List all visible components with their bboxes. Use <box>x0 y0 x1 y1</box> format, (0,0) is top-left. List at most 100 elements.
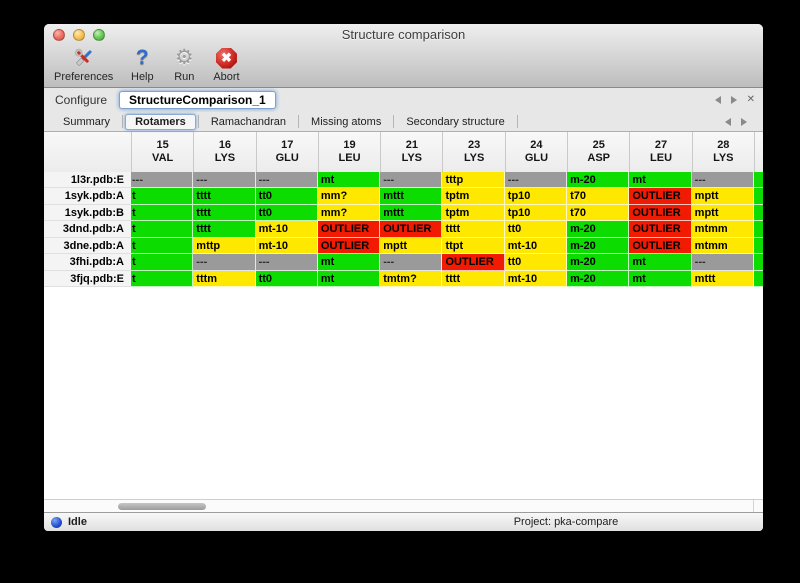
row-label[interactable]: 3dne.pdb:A <box>44 237 131 255</box>
rotamer-cell[interactable]: tt0 <box>255 188 318 205</box>
rotamer-cell[interactable]: --- <box>504 172 568 189</box>
rotamer-cell[interactable]: OUTLIER <box>380 221 443 238</box>
tab-secondary-structure[interactable]: Secondary structure <box>406 115 505 128</box>
tab-rotamers[interactable]: Rotamers <box>125 113 196 130</box>
zoom-window-button[interactable] <box>93 29 105 41</box>
rotamer-cell[interactable]: tp10 <box>504 204 568 222</box>
column-header-16[interactable]: 16 LYS <box>193 132 255 172</box>
rotamer-cell[interactable]: --- <box>255 172 318 189</box>
row-label[interactable]: 3fjq.pdb:E <box>44 270 131 287</box>
close-configuration-icon[interactable]: ✕ <box>746 94 755 105</box>
rotamer-cell[interactable]: tttm <box>193 270 256 287</box>
rotamer-cell[interactable]: tptm <box>442 204 505 222</box>
rotamer-cell[interactable]: --- <box>691 172 754 189</box>
prev-configuration-icon[interactable] <box>714 96 721 104</box>
rotamer-cell[interactable]: tp10 <box>504 188 568 205</box>
rotamer-cell[interactable]: m-20 <box>567 221 630 238</box>
rotamer-cell[interactable]: ttpt <box>442 237 505 255</box>
rotamer-cell[interactable]: tttt <box>193 204 256 222</box>
rotamer-cell[interactable]: mt <box>317 254 381 271</box>
rotamer-cell[interactable]: --- <box>255 254 318 271</box>
help-button[interactable]: ? Help <box>129 46 155 84</box>
rotamer-cell[interactable]: mptt <box>380 237 443 255</box>
horizontal-scrollbar[interactable] <box>44 499 763 512</box>
column-header-15[interactable]: 15 VAL <box>131 132 193 172</box>
minimize-window-button[interactable] <box>73 29 85 41</box>
column-header-25[interactable]: 25 ASP <box>567 132 629 172</box>
rotamer-cell[interactable]: --- <box>193 254 256 271</box>
rotamer-cell[interactable]: mttp <box>193 237 256 255</box>
rotamer-cell[interactable]: mt-10 <box>504 270 568 287</box>
rotamer-cell[interactable]: tttt <box>193 188 256 205</box>
rotamer-cell[interactable]: mt-10 <box>255 237 318 255</box>
rotamer-cell[interactable]: mm? <box>317 188 381 205</box>
rotamer-cell[interactable]: --- <box>193 172 256 189</box>
close-window-button[interactable] <box>53 29 65 41</box>
rotamer-cell[interactable]: --- <box>380 172 443 189</box>
rotamer-cell[interactable]: --- <box>691 254 754 271</box>
row-label[interactable]: 1syk.pdb:A <box>44 188 131 205</box>
rotamer-cell[interactable]: t <box>131 204 194 222</box>
rotamer-cell[interactable]: tt0 <box>255 204 318 222</box>
rotamer-cell[interactable]: mt <box>629 270 692 287</box>
rotamer-cell[interactable]: tttt <box>442 270 505 287</box>
configuration-selector[interactable]: StructureComparison_1 <box>119 91 276 109</box>
next-tab-icon[interactable] <box>741 117 747 126</box>
rotamer-cell[interactable]: --- <box>380 254 443 271</box>
rotamer-cell[interactable]: mttt <box>380 204 443 222</box>
rotamer-cell[interactable]: t70 <box>567 188 630 205</box>
column-header-28[interactable]: 28 LYS <box>691 132 754 172</box>
horizontal-scrollbar-thumb[interactable] <box>118 503 206 510</box>
rotamer-cell[interactable]: t <box>131 188 194 205</box>
rotamer-cell[interactable]: mt-10 <box>255 221 318 238</box>
rotamer-cell[interactable]: mttt <box>380 188 443 205</box>
rotamer-cell[interactable]: mt-10 <box>504 237 568 255</box>
rotamer-cell[interactable]: t <box>131 254 194 271</box>
rotamer-cell[interactable]: OUTLIER <box>317 221 381 238</box>
rotamer-cell[interactable]: tt0 <box>255 270 318 287</box>
rotamer-cell[interactable]: OUTLIER <box>629 237 692 255</box>
rotamer-cell[interactable]: tt0 <box>504 254 568 271</box>
row-label[interactable]: 3dnd.pdb:A <box>44 221 131 238</box>
rotamer-cell[interactable]: --- <box>131 172 194 189</box>
abort-button[interactable]: ✖ Abort <box>213 46 240 83</box>
rotamer-cell[interactable]: OUTLIER <box>442 254 505 271</box>
column-header-21[interactable]: 21 LYS <box>380 132 442 172</box>
rotamer-cell[interactable]: OUTLIER <box>629 221 692 238</box>
title-bar[interactable]: Structure comparison <box>44 24 763 45</box>
tab-summary[interactable]: Summary <box>63 115 111 128</box>
rotamer-cell[interactable]: tttt <box>193 221 256 238</box>
column-header-27[interactable]: 27 LEU <box>629 132 691 172</box>
rotamer-cell[interactable]: mtmm <box>691 221 754 238</box>
rotamer-cell[interactable]: mt <box>629 172 692 189</box>
row-label[interactable]: 3fhi.pdb:A <box>44 254 131 271</box>
rotamer-cell[interactable]: tt0 <box>504 221 568 238</box>
run-button[interactable]: ⚙ Run <box>171 46 197 84</box>
rotamer-cell[interactable]: OUTLIER <box>629 204 692 222</box>
rotamer-cell[interactable]: mptt <box>691 188 754 205</box>
preferences-button[interactable]: Preferences <box>54 46 113 83</box>
rotamer-cell[interactable]: mt <box>629 254 692 271</box>
rotamer-cell[interactable]: mt <box>317 172 381 189</box>
rotamer-cell[interactable]: mm? <box>317 204 381 222</box>
rotamer-cell[interactable]: mptt <box>691 204 754 222</box>
rotamer-cell[interactable]: m-20 <box>567 254 630 271</box>
row-label[interactable]: 1syk.pdb:B <box>44 204 131 222</box>
rotamer-cell[interactable]: m-20 <box>567 270 630 287</box>
rotamer-cell[interactable]: tmtm? <box>380 270 443 287</box>
rotamer-cell[interactable]: t <box>131 237 194 255</box>
column-header-24[interactable]: 24 GLU <box>504 132 567 172</box>
rotamer-cell[interactable]: mt <box>317 270 381 287</box>
column-header-19[interactable]: 19 LEU <box>317 132 380 172</box>
rotamer-cell[interactable]: mttt <box>691 270 754 287</box>
next-configuration-icon[interactable] <box>730 96 737 104</box>
column-header-23[interactable]: 23 LYS <box>442 132 504 172</box>
rotamer-cell[interactable]: OUTLIER <box>317 237 381 255</box>
rotamer-cell[interactable]: t70 <box>567 204 630 222</box>
rotamer-cell[interactable]: mtmm <box>691 237 754 255</box>
prev-tab-icon[interactable] <box>725 117 731 126</box>
tab-ramachandran[interactable]: Ramachandran <box>210 115 287 128</box>
rotamer-cell[interactable]: m-20 <box>567 172 630 189</box>
row-label[interactable]: 1l3r.pdb:E <box>44 172 131 189</box>
rotamer-cell[interactable]: OUTLIER <box>629 188 692 205</box>
